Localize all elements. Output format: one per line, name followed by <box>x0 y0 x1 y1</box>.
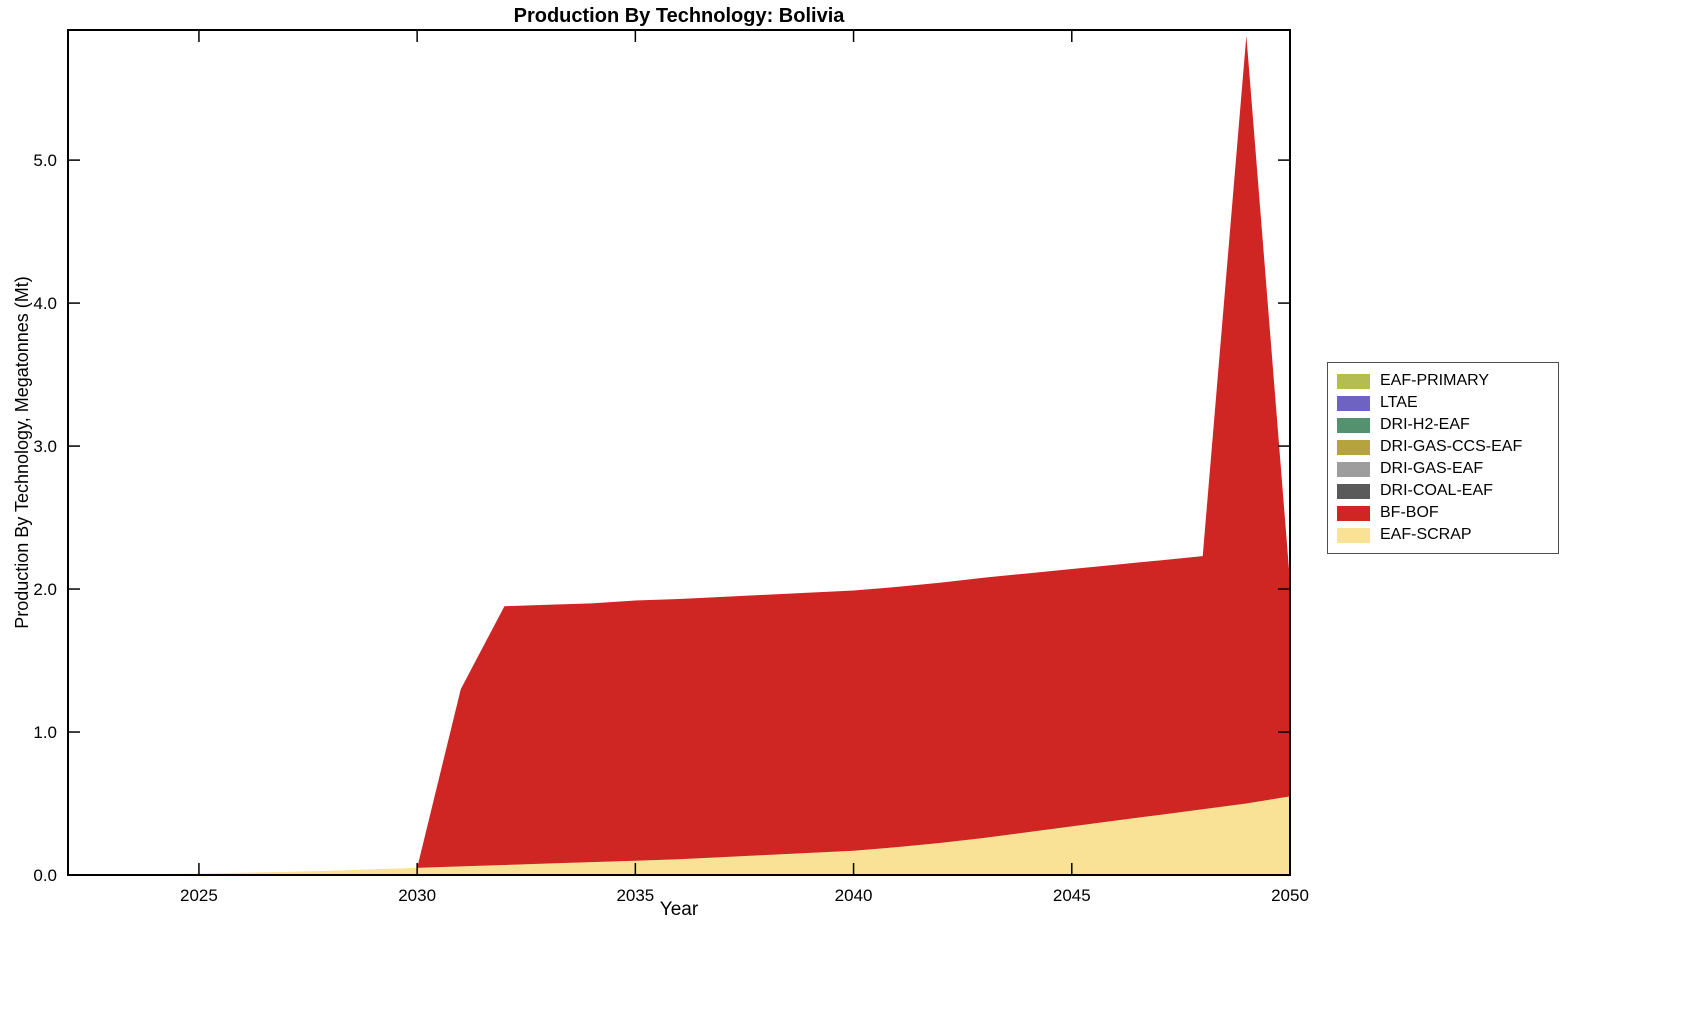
legend: EAF-PRIMARY LTAE DRI-H2-EAF DRI-GAS-CCS-EAF… <box>1327 362 1559 554</box>
y-axis-label: Production By Technology, Megatonnes (Mt… <box>12 276 32 629</box>
legend-label: EAF-SCRAP <box>1380 526 1472 543</box>
legend-color-swatch <box>1337 373 1370 389</box>
legend-item: BF-BOF <box>1337 502 1549 524</box>
x-tick-label: 2030 <box>398 886 436 905</box>
plot-area: 2025 2030 2035 2040 2045 2050 0.0 1.0 2.0 3.0 4.0 5… <box>33 29 1309 905</box>
legend-label: DRI-COAL-EAF <box>1380 482 1493 499</box>
legend-list: EAF-PRIMARY LTAE DRI-H2-EAF DRI-GAS-CCS-EAF… <box>1337 370 1549 546</box>
legend-item: EAF-SCRAP <box>1337 524 1549 546</box>
y-tick-label: 3.0 <box>33 437 57 456</box>
legend-color-swatch <box>1337 461 1370 477</box>
x-tick-label: 2035 <box>616 886 654 905</box>
chart-title: Production By Technology: Bolivia <box>513 5 845 27</box>
x-tick-label: 2025 <box>180 886 218 905</box>
legend-color-swatch <box>1337 527 1370 543</box>
legend-color-swatch <box>1337 505 1370 521</box>
legend-label: DRI-GAS-CCS-EAF <box>1380 438 1523 455</box>
plot-border <box>67 29 1291 876</box>
legend-item: DRI-GAS-EAF <box>1337 458 1549 480</box>
x-tick-label: 2050 <box>1271 886 1309 905</box>
legend-label: LTAE <box>1380 394 1418 411</box>
legend-color-swatch <box>1337 439 1370 455</box>
x-tick-label: 2040 <box>835 886 873 905</box>
y-tick-label: 4.0 <box>33 294 57 313</box>
legend-label: EAF-PRIMARY <box>1380 372 1490 389</box>
x-axis-label: Year <box>659 899 699 920</box>
stacked-area-chart: 2025 2030 2035 2040 2045 2050 0.0 1.0 2.0 3.0 4.0 5… <box>33 29 1309 905</box>
legend-label: DRI-H2-EAF <box>1380 416 1470 433</box>
legend-item: DRI-COAL-EAF <box>1337 480 1549 502</box>
legend-item: EAF-PRIMARY <box>1337 370 1549 392</box>
legend-color-swatch <box>1337 417 1370 433</box>
x-tick-label: 2045 <box>1053 886 1091 905</box>
area-series-BF-BOF <box>68 35 1290 876</box>
legend-label: BF-BOF <box>1380 504 1439 521</box>
legend-item: LTAE <box>1337 392 1549 414</box>
legend-item: DRI-GAS-CCS-EAF <box>1337 436 1549 458</box>
legend-color-swatch <box>1337 483 1370 499</box>
y-tick-label: 2.0 <box>33 580 57 599</box>
legend-color-swatch <box>1337 395 1370 411</box>
legend-label: DRI-GAS-EAF <box>1380 460 1484 477</box>
y-tick-label: 5.0 <box>33 151 57 170</box>
y-tick-label: 1.0 <box>33 723 57 742</box>
legend-item: DRI-H2-EAF <box>1337 414 1549 436</box>
area-series-EAF-SCRAP <box>68 796 1290 875</box>
y-tick-label: 0.0 <box>33 866 57 885</box>
